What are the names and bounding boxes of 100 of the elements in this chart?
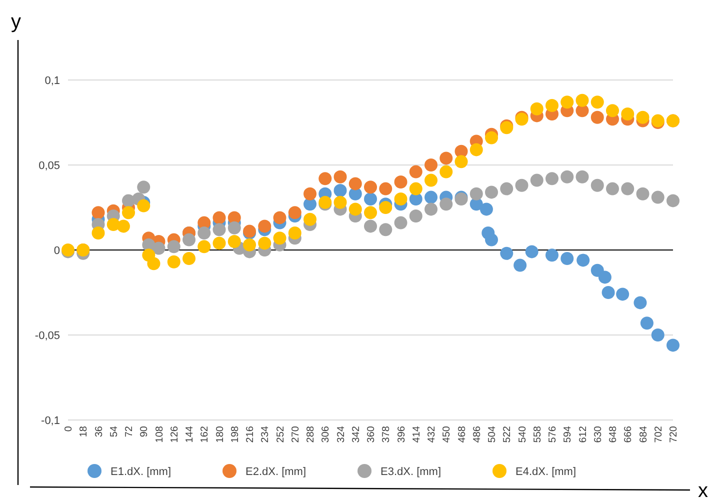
point: [212, 211, 226, 224]
point: [560, 170, 574, 184]
x-tick-label: 252: [275, 426, 286, 443]
point: [621, 182, 634, 196]
point: [122, 206, 135, 220]
point: [318, 172, 332, 186]
point: [485, 233, 498, 246]
point: [304, 212, 316, 226]
legend-label: E3.dX. [mm]: [380, 466, 442, 478]
x-tick-label: 162: [200, 426, 211, 443]
point: [288, 226, 302, 240]
point: [258, 236, 272, 250]
x-tick-label: 666: [623, 426, 634, 443]
x-tick-label: 720: [668, 426, 680, 443]
point: [485, 186, 498, 199]
point: [546, 99, 558, 112]
x-tick-label: 648: [608, 426, 619, 443]
point: [273, 232, 286, 245]
point: [514, 258, 527, 272]
y-tick-label: -0,05: [34, 330, 60, 342]
point: [116, 220, 130, 233]
point: [394, 176, 408, 188]
y-tick-label: 0,05: [38, 160, 60, 172]
point: [424, 202, 438, 216]
point: [616, 288, 630, 301]
point: [546, 172, 558, 186]
x-tick-label: 36: [94, 426, 105, 438]
point: [470, 143, 483, 156]
point: [515, 178, 528, 192]
point: [651, 328, 664, 342]
x-tick-label: 612: [578, 426, 589, 443]
x-tick-label: 270: [290, 426, 302, 443]
x-tick-label: 342: [350, 426, 362, 443]
point: [636, 110, 650, 124]
point: [394, 216, 408, 230]
point: [590, 178, 604, 192]
point: [424, 158, 438, 172]
point: [198, 240, 211, 254]
point: [606, 182, 619, 196]
x-tick-label: 54: [108, 426, 120, 438]
point: [379, 201, 392, 214]
x-tick-label: 396: [396, 426, 408, 443]
x-tick-label: 414: [411, 426, 422, 443]
point: [379, 223, 392, 236]
point: [576, 170, 589, 184]
point: [304, 187, 316, 200]
point: [470, 187, 483, 200]
x-tick-label: 522: [502, 426, 514, 443]
point: [273, 211, 286, 224]
x-tick-label: 702: [653, 426, 664, 443]
point: [602, 286, 615, 299]
point: [92, 206, 105, 220]
point: [409, 182, 422, 196]
point: [598, 270, 612, 284]
x-tick-label: 306: [320, 426, 332, 443]
point: [634, 296, 647, 310]
x-tick-label: 468: [456, 426, 468, 443]
x-tick-label: 126: [169, 426, 180, 443]
y-tick-label: -0,1: [41, 414, 60, 427]
x-tick-label: 576: [548, 426, 558, 443]
x-axis-title: x: [698, 480, 708, 498]
x-tick-label: 288: [306, 426, 316, 443]
point: [288, 206, 302, 220]
point: [182, 233, 196, 246]
x-tick-label: 0: [64, 426, 74, 432]
point: [364, 220, 377, 233]
point: [92, 226, 105, 240]
x-tick-label: 180: [214, 426, 226, 443]
point: [666, 338, 680, 352]
x-tick-label: 630: [592, 426, 604, 443]
point: [228, 235, 241, 248]
point: [530, 102, 544, 116]
legend-label: E1.dX. [mm]: [110, 466, 172, 478]
point: [590, 110, 604, 124]
point: [485, 131, 498, 144]
point: [621, 108, 634, 120]
point: [364, 192, 377, 206]
x-tick-label: 432: [426, 426, 438, 443]
point: [440, 198, 453, 211]
y-axis-title: y: [11, 11, 21, 33]
point: [167, 255, 180, 268]
point: [576, 254, 590, 267]
x-tick-label: 198: [230, 426, 241, 443]
x-tick-label: 144: [184, 426, 196, 443]
x-tick-label: 72: [124, 426, 135, 438]
point: [348, 202, 362, 216]
point: [409, 165, 422, 178]
point: [379, 182, 392, 196]
x-tick-label: 594: [562, 426, 574, 443]
legend-label: E2.dX. [mm]: [246, 466, 306, 478]
y-tick-label: 0: [54, 244, 60, 257]
point: [334, 196, 347, 209]
point: [137, 180, 150, 194]
point: [640, 316, 654, 330]
point: [454, 155, 468, 168]
point: [228, 221, 241, 234]
point: [636, 187, 650, 200]
point: [424, 174, 438, 187]
x-tick-label: 486: [472, 426, 483, 443]
point: [576, 94, 589, 107]
